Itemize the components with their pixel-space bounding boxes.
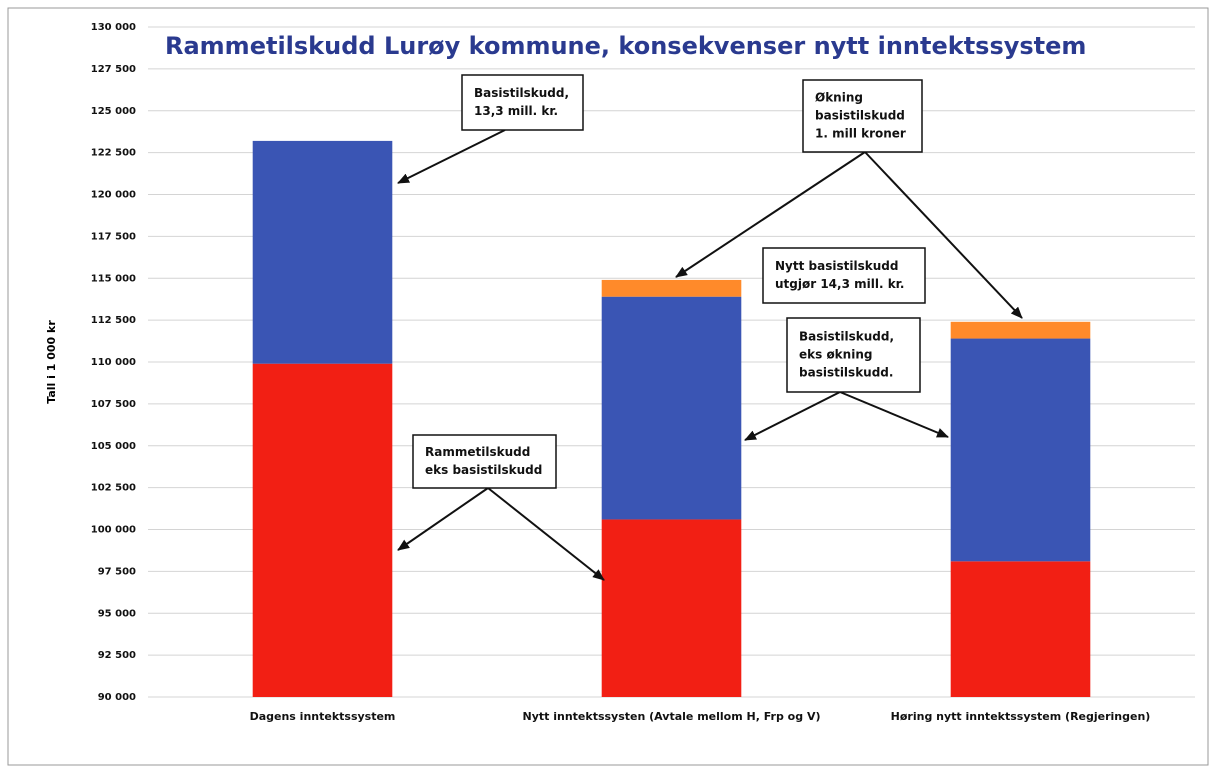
bar-segment	[601, 519, 742, 697]
x-tick-label: Nytt inntektssysten (Avtale mellom H, Fr…	[523, 710, 821, 723]
y-tick-label: 110 000	[91, 357, 136, 368]
x-tick-label: Høring nytt inntektssystem (Regjeringen)	[891, 710, 1151, 723]
y-tick-label: 97 500	[98, 566, 136, 577]
y-tick-label: 92 500	[98, 650, 136, 661]
chart-title: Rammetilskudd Lurøy kommune, konsekvense…	[165, 32, 1086, 60]
bar-segment	[950, 561, 1091, 697]
annotation-arrow	[397, 487, 489, 551]
bar-segment	[601, 296, 742, 520]
y-tick-label: 122 500	[91, 148, 136, 159]
annotation-text: Basistilskudd,	[799, 330, 894, 344]
bar-segment	[950, 338, 1091, 562]
annotation-text: 13,3 mill. kr.	[474, 104, 558, 118]
annotation-text: basistilskudd	[815, 109, 905, 123]
y-tick-label: 102 500	[91, 483, 136, 494]
y-tick-label: 90 000	[98, 692, 136, 703]
annotation-arrow	[397, 129, 506, 184]
y-tick-label: 117 500	[91, 231, 136, 242]
annotation-text: Rammetilskudd	[425, 445, 530, 459]
bar-segment	[950, 321, 1091, 339]
y-tick-label: 127 500	[91, 64, 136, 75]
annotation-arrow	[839, 391, 949, 438]
annotation-box	[762, 247, 926, 304]
annotation-text: Nytt basistilskudd	[775, 259, 898, 273]
annotation-arrow	[487, 487, 605, 581]
annotation-box	[786, 317, 921, 393]
annotation-text: utgjør 14,3 mill. kr.	[775, 277, 904, 291]
bar-segment	[601, 279, 742, 297]
bar-segment	[252, 363, 393, 697]
annotation-arrow	[675, 151, 866, 278]
annotation-text: 1. mill kroner	[815, 127, 906, 141]
x-tick-label: Dagens inntektssystem	[250, 710, 396, 723]
annotation-text: eks økning	[799, 348, 872, 362]
annotation-box	[461, 74, 584, 131]
y-tick-label: 107 500	[91, 399, 136, 410]
annotation-box	[412, 434, 557, 489]
annotation-text: Økning	[815, 91, 863, 105]
y-tick-label: 95 000	[98, 608, 136, 619]
annotation-text: eks basistilskudd	[425, 463, 542, 477]
y-tick-label: 120 000	[91, 190, 136, 201]
annotation-arrow	[864, 151, 1023, 319]
annotation-arrow	[744, 391, 841, 441]
y-tick-label: 105 000	[91, 441, 136, 452]
y-tick-label: 112 500	[91, 315, 136, 326]
annotation-box	[802, 79, 923, 153]
y-tick-label: 125 000	[91, 106, 136, 117]
y-tick-label: 100 000	[91, 525, 136, 536]
y-axis-label: Tall i 1 000 kr	[45, 320, 58, 404]
y-tick-label: 115 000	[91, 273, 136, 284]
annotation-text: basistilskudd.	[799, 366, 893, 380]
y-tick-label: 130 000	[91, 22, 136, 33]
annotation-text: Basistilskudd,	[474, 86, 569, 100]
bar-segment	[252, 140, 393, 364]
